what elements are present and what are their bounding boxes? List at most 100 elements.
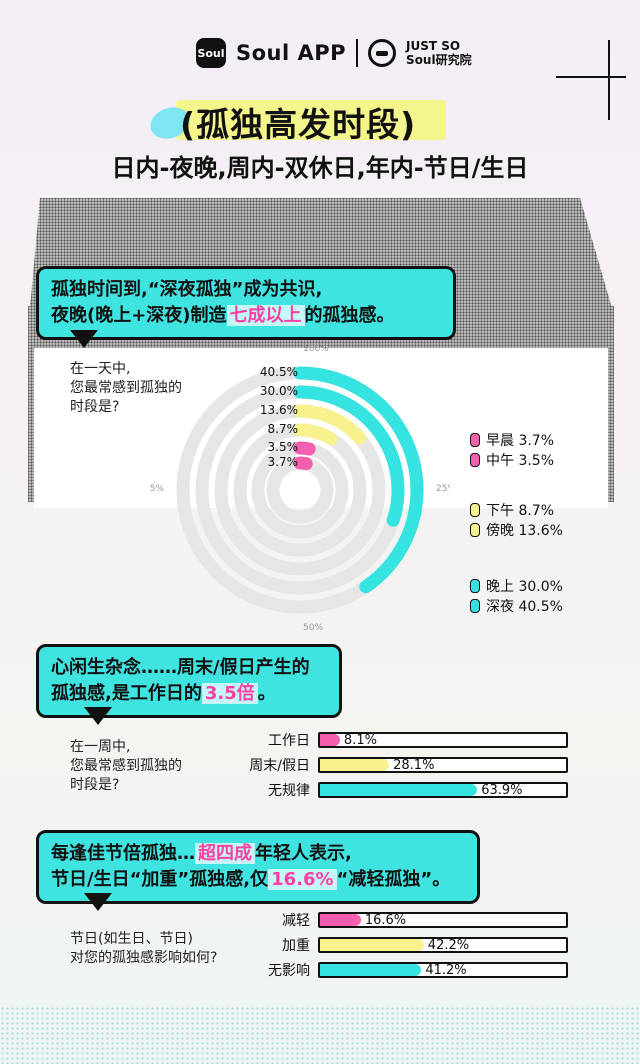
radial-value-label-深夜: 40.5% bbox=[259, 365, 298, 379]
partner-line1: JUST SO bbox=[406, 39, 461, 53]
bar-track: 16.6% bbox=[318, 912, 568, 928]
callout3-line1-b: 年轻人表示, bbox=[255, 843, 352, 864]
legend-label: 下午 8.7% bbox=[486, 503, 555, 519]
bar-工作日 bbox=[320, 734, 340, 746]
brand-header: Soul Soul APP JUST SO Soul研究院 bbox=[196, 36, 472, 70]
callout2-tail bbox=[84, 707, 112, 725]
legend-label: 早晨 3.7% bbox=[486, 433, 555, 449]
tick-75: 75% bbox=[150, 484, 164, 494]
brand-divider bbox=[356, 39, 359, 67]
dot-pattern-footer bbox=[0, 1006, 640, 1064]
q1-line3: 时段是? bbox=[70, 399, 120, 415]
radial-value-label-中午: 3.5% bbox=[267, 440, 299, 454]
page-title: (孤独高发时段) bbox=[180, 105, 417, 144]
legend-item-4: 晚上 30.0% bbox=[470, 576, 563, 596]
soul-logo: Soul bbox=[196, 38, 226, 68]
radial-bar-早晨 bbox=[293, 456, 313, 471]
radial-track-5 bbox=[266, 456, 334, 524]
radial-bar-晚上 bbox=[293, 385, 405, 527]
q1-line2: 您最常感到孤独的 bbox=[70, 380, 182, 396]
callout2-highlight: 3.5倍 bbox=[201, 683, 258, 704]
crosshair-decoration-h bbox=[556, 76, 626, 78]
bar-track: 42.2% bbox=[318, 937, 568, 953]
legend-swatch bbox=[470, 599, 480, 613]
bar-category-label: 无规律 bbox=[268, 783, 310, 799]
tick-50: 50% bbox=[303, 623, 323, 633]
callout1-line1: 孤独时间到,“深夜孤独”成为共识, bbox=[51, 279, 323, 300]
bar-row-无影响: 无影响 41.2% bbox=[240, 960, 568, 980]
bar-track: 28.1% bbox=[318, 757, 568, 773]
bar-value-label: 42.2% bbox=[427, 938, 470, 953]
callout1-tail bbox=[70, 330, 98, 348]
callout1-line2-a: 夜晚(晚上+深夜)制造 bbox=[51, 305, 227, 326]
brand-app-name: Soul APP bbox=[236, 41, 347, 65]
q2-line2: 您最常感到孤独的 bbox=[70, 758, 182, 774]
q3-line2: 对您的孤独感影响如何? bbox=[70, 950, 218, 966]
bar-加重 bbox=[320, 939, 424, 951]
bar-value-label: 28.1% bbox=[393, 758, 435, 773]
radial-value-label-晚上: 30.0% bbox=[259, 384, 298, 398]
page-subtitle: 日内-夜晚,周内-双休日,年内-节日/生日 bbox=[111, 154, 529, 182]
legend-swatch bbox=[470, 503, 480, 517]
bar-row-周末/假日: 周末/假日 28.1% bbox=[240, 755, 568, 775]
bar-category-label: 周末/假日 bbox=[249, 758, 310, 774]
q2-line1: 在一周中, bbox=[70, 739, 131, 755]
legend-label: 深夜 40.5% bbox=[486, 599, 563, 615]
callout3-line1: 每逢佳节倍孤独… 超四成 年轻人表示, bbox=[51, 841, 465, 867]
question-section3: 节日(如生日、节日) 对您的孤独感影响如何? bbox=[70, 930, 217, 968]
bar-value-label: 8.1% bbox=[343, 733, 377, 748]
callout3-highlight2: 16.6% bbox=[268, 869, 337, 890]
callout1-highlight: 七成以上 bbox=[226, 305, 305, 326]
bar-row-工作日: 工作日 8.1% bbox=[240, 730, 568, 750]
legend-label: 晚上 30.0% bbox=[486, 579, 563, 595]
radial-value-label-下午: 8.7% bbox=[267, 422, 299, 436]
bar-value-label: 16.6% bbox=[364, 913, 407, 928]
legend-label: 中午 3.5% bbox=[486, 453, 555, 469]
radial-bar-下午 bbox=[293, 423, 338, 446]
callout2-line2: 孤独感,是工作日的 3.5倍。 bbox=[51, 681, 327, 707]
title-highlight bbox=[176, 100, 446, 140]
soul-logo-text: Soul bbox=[197, 46, 225, 60]
callout3-line2-a: 节日/生日“加重”孤独感,仅 bbox=[51, 869, 269, 890]
question-section1: 在一天中, 您最常感到孤独的 时段是? bbox=[70, 360, 182, 417]
bar-track: 63.9% bbox=[318, 782, 568, 798]
partner-line2: Soul研究院 bbox=[406, 53, 472, 67]
radial-bar-傍晚 bbox=[293, 404, 367, 445]
tick-25: 25% bbox=[436, 484, 450, 494]
callout2-line2-a: 孤独感,是工作日的 bbox=[51, 683, 202, 704]
callout-section3: 每逢佳节倍孤独… 超四成 年轻人表示, 节日/生日“加重”孤独感,仅 16.6% “减轻… bbox=[36, 830, 480, 904]
callout2-line2-b: 。 bbox=[257, 683, 276, 704]
legend-swatch bbox=[470, 453, 480, 467]
radial-bar-深夜 bbox=[293, 366, 424, 594]
bar-category-label: 加重 bbox=[282, 938, 310, 954]
legend-swatch bbox=[470, 523, 480, 537]
callout1-line2-b: 的孤独感。 bbox=[304, 305, 395, 326]
legend-swatch bbox=[470, 579, 480, 593]
bar-track: 41.2% bbox=[318, 962, 568, 978]
q1-line1: 在一天中, bbox=[70, 361, 131, 377]
bar-row-减轻: 减轻 16.6% bbox=[240, 910, 568, 930]
legend-label: 傍晚 13.6% bbox=[486, 523, 563, 539]
callout-section1: 孤独时间到,“深夜孤独”成为共识, 夜晚(晚上+深夜)制造 七成以上 的孤独感。 bbox=[36, 266, 456, 340]
bar-无规律 bbox=[320, 784, 478, 796]
bar-value-label: 63.9% bbox=[481, 783, 523, 798]
bar-周末/假日 bbox=[320, 759, 390, 771]
bar-category-label: 工作日 bbox=[268, 733, 310, 749]
legend-item-0: 早晨 3.7% bbox=[470, 430, 554, 450]
tick-100: 100% bbox=[303, 344, 329, 354]
bar-row-无规律: 无规律 63.9% bbox=[240, 780, 568, 800]
callout-section2: 心闲生杂念……周末/假日产生的 孤独感,是工作日的 3.5倍。 bbox=[36, 644, 342, 718]
bar-track: 8.1% bbox=[318, 732, 568, 748]
callout3-line2-b: “减轻孤独”。 bbox=[336, 869, 451, 890]
bar-category-label: 无影响 bbox=[268, 963, 310, 979]
callout3-tail bbox=[84, 893, 112, 911]
legend-item-2: 下午 8.7% bbox=[470, 500, 554, 520]
legend-swatch bbox=[470, 433, 480, 447]
radial-value-label-傍晚: 13.6% bbox=[259, 403, 298, 417]
callout2-line1: 心闲生杂念……周末/假日产生的 bbox=[51, 657, 310, 678]
radial-bar-chart: 100% 25% 50% 75% bbox=[150, 344, 450, 633]
legend-item-1: 中午 3.5% bbox=[470, 450, 554, 470]
justso-logo-icon bbox=[368, 39, 397, 67]
legend-item-3: 傍晚 13.6% bbox=[470, 520, 563, 540]
bar-无影响 bbox=[320, 964, 422, 976]
